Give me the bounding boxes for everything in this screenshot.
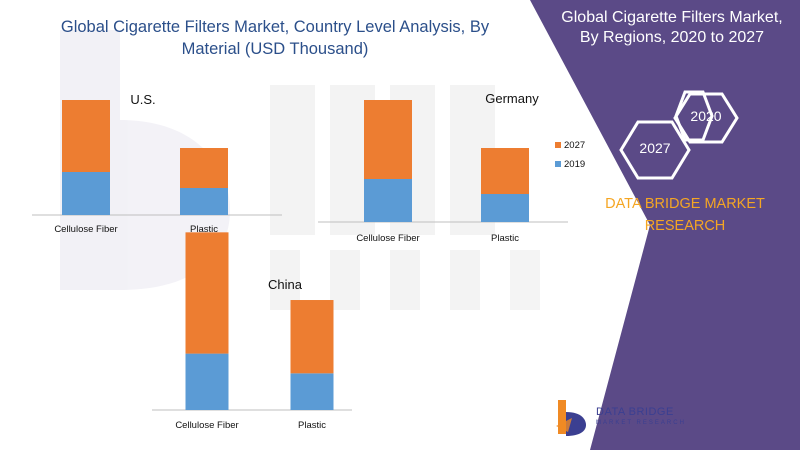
china-bar-2027-1: [290, 300, 334, 374]
legend-label-2019: 2019: [564, 159, 585, 170]
germany-bar-2019-0: [364, 179, 412, 222]
brand-line-1: DATA BRIDGE MARKET: [605, 196, 765, 212]
germany-bar-2027-1: [481, 148, 529, 194]
china-category-label: Plastic: [298, 420, 326, 431]
germany-chart-title: Germany: [485, 91, 539, 106]
u-s-bar-2027-1: [180, 148, 228, 188]
germany-bar-2019-1: [481, 194, 529, 222]
logo-name: DATA BRIDGE: [596, 406, 674, 418]
germany-category-label: Plastic: [491, 233, 519, 244]
china-category-label: Cellulose Fiber: [175, 420, 238, 431]
u-s-category-label: Plastic: [190, 224, 218, 235]
chart-title-line-1: Global Cigarette Filters Market, Country…: [60, 18, 490, 36]
logo-tagline: MARKET RESEARCH: [596, 420, 686, 426]
china-bar-2019-1: [290, 373, 334, 410]
germany-category-label: Cellulose Fiber: [356, 233, 419, 244]
u-s-category-label: Cellulose Fiber: [54, 224, 117, 235]
region-title: Global Cigarette Filters Market, By Regi…: [552, 8, 792, 48]
legend-swatch-2027: [555, 142, 561, 148]
company-logo: DATA BRIDGE MARKET RESEARCH: [552, 398, 692, 438]
u-s-bar-2019-1: [180, 188, 228, 215]
u-s-bar-2019-0: [62, 172, 110, 215]
u-s-chart-title: U.S.: [130, 92, 155, 107]
logo-mark-icon: [556, 400, 586, 436]
china-chart-title: China: [268, 277, 303, 292]
legend-label-2027: 2027: [564, 140, 585, 151]
chart-title: Global Cigarette Filters Market, Country…: [40, 16, 510, 60]
hexagon-front-label: 2027: [639, 140, 671, 156]
region-title-line-2: By Regions, 2020 to 2027: [579, 29, 765, 46]
region-title-line-1: Global Cigarette Filters Market,: [561, 9, 783, 26]
chart-title-line-2: Material (USD Thousand): [181, 40, 369, 58]
legend-swatch-2019: [555, 161, 561, 167]
china-bar-2019-0: [185, 353, 229, 410]
hexagon-back-label: 2020: [690, 108, 722, 124]
germany-bar-2027-0: [364, 100, 412, 179]
brand-text: DATA BRIDGE MARKET RESEARCH: [600, 193, 770, 237]
brand-line-2: RESEARCH: [644, 218, 726, 234]
u-s-bar-2027-0: [62, 100, 110, 172]
china-bar-2027-0: [185, 232, 229, 354]
